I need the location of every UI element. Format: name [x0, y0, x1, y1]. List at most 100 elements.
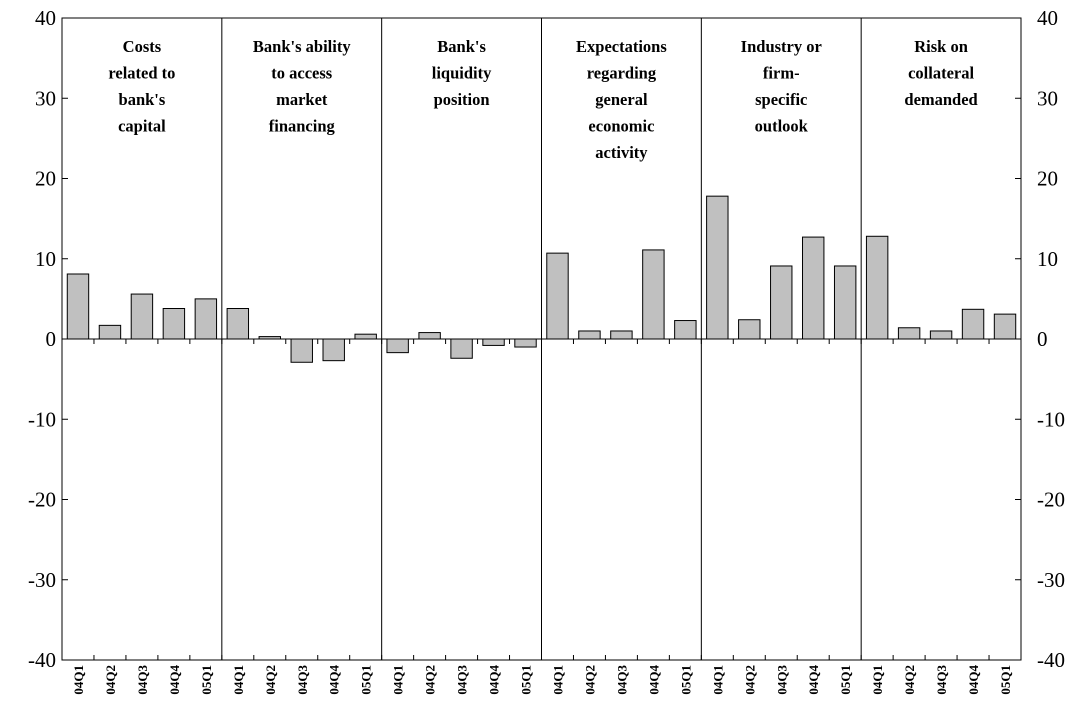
x-tick-label: 04Q3	[614, 665, 629, 695]
bar	[482, 338, 505, 346]
panel-title-line: bank's	[119, 90, 166, 109]
right-y-tick-label: -20	[1037, 488, 1065, 512]
panel-title-line: capital	[118, 117, 166, 136]
x-tick-label: 05Q1	[199, 665, 214, 695]
panel-title-line: economic	[588, 117, 654, 136]
bar	[226, 308, 250, 340]
bar	[770, 265, 793, 340]
left-y-axis: 40 30 20 10 0 -10 -20 -30 -40	[28, 6, 68, 672]
panel-3: Bank's liquidity position 04Q1 04Q2 04Q3 04Q4 0…	[381, 18, 542, 695]
panel-title-line: firm-	[763, 64, 800, 83]
bar	[66, 273, 90, 340]
x-tick-label: 05Q1	[838, 665, 853, 695]
x-tick-label: 04Q2	[582, 665, 597, 695]
panel-title-line: position	[434, 90, 490, 109]
x-tick-label: 04Q1	[870, 665, 885, 695]
left-y-tick-label: -40	[28, 648, 56, 672]
panel-title-line: general	[595, 90, 648, 109]
x-tick-label: 04Q1	[710, 665, 725, 695]
left-y-tick-label: -30	[28, 568, 56, 592]
right-y-tick-label: -10	[1037, 407, 1065, 431]
panel-title-line: collateral	[908, 64, 974, 83]
bar	[961, 308, 985, 340]
x-tick-label: 04Q3	[455, 665, 470, 695]
panel-title-line: demanded	[904, 90, 977, 109]
bar	[929, 330, 953, 340]
bar	[833, 265, 857, 340]
left-y-tick-label: 0	[46, 327, 57, 351]
bar	[322, 338, 345, 362]
panel-title-line: market	[276, 90, 328, 109]
bar	[98, 324, 122, 340]
bar	[802, 236, 825, 340]
bar	[450, 338, 473, 359]
bar	[290, 338, 313, 363]
right-y-tick-label: 0	[1037, 327, 1048, 351]
panel-title-line: Industry or	[741, 37, 822, 56]
panel-title-line: Bank's	[437, 37, 486, 56]
panel-title-line: financing	[269, 117, 336, 136]
x-tick-label: 04Q1	[231, 665, 246, 695]
right-y-tick-label: 10	[1037, 247, 1058, 271]
x-tick-label: 05Q1	[678, 665, 693, 695]
panel-2: Bank's ability to access market financing 04…	[221, 18, 383, 695]
x-tick-label: 04Q1	[550, 665, 565, 695]
bar	[897, 327, 921, 340]
panel-title-line: outlook	[755, 117, 809, 136]
x-tick-label: 04Q3	[295, 665, 310, 695]
x-tick-label: 04Q4	[646, 665, 661, 695]
x-tick-label: 05Q1	[359, 665, 374, 695]
x-tick-label: 04Q2	[742, 665, 757, 695]
bar	[162, 308, 186, 340]
x-tick-label: 04Q1	[391, 665, 406, 695]
bar	[130, 293, 154, 340]
bar	[194, 298, 218, 340]
x-tick-label: 05Q1	[519, 665, 534, 695]
plot-area: Costs related to bank's capital 04Q1 04Q2 04Q3…	[61, 17, 1022, 695]
panel-title-line: Costs	[123, 37, 162, 56]
left-y-tick-label: 30	[35, 86, 56, 110]
bar	[546, 252, 569, 340]
x-tick-label: 04Q2	[902, 665, 917, 695]
left-y-tick-label: 20	[35, 167, 56, 191]
panel-title-line: Risk on	[914, 37, 968, 56]
bar	[514, 338, 537, 348]
bar	[642, 249, 665, 340]
bar	[418, 332, 441, 340]
panel-4: Expectations regarding general economic acti…	[541, 18, 702, 695]
panel-5: Industry or firm-specific outlook 04Q1 04Q2 0…	[700, 18, 862, 695]
right-y-tick-label: -40	[1037, 648, 1065, 672]
right-y-tick-label: 40	[1037, 6, 1058, 30]
left-y-tick-label: 10	[35, 247, 56, 271]
panel-title-line: activity	[595, 143, 648, 162]
x-tick-label: 04Q3	[774, 665, 789, 695]
bar	[865, 235, 889, 340]
x-tick-label: 04Q3	[934, 665, 949, 695]
bar	[674, 320, 697, 340]
x-tick-label: 04Q1	[71, 665, 86, 695]
panel-title-line: related to	[108, 64, 175, 83]
left-y-tick-label: -20	[28, 488, 56, 512]
bar	[706, 195, 729, 340]
panel-title-line: Expectations	[576, 37, 667, 56]
panel-title-line: liquidity	[432, 64, 492, 83]
x-tick-label: 04Q2	[423, 665, 438, 695]
x-tick-label: 04Q4	[167, 665, 182, 695]
bar	[386, 338, 409, 354]
bar	[578, 330, 601, 340]
x-tick-label: 04Q4	[327, 665, 342, 695]
bar	[258, 336, 281, 340]
x-tick-label: 05Q1	[998, 665, 1013, 695]
left-y-tick-label: -10	[28, 407, 56, 431]
right-y-axis: 40 30 20 10 0 -10 -20 -30 -40	[1015, 6, 1065, 672]
panel-title-line: regarding	[587, 64, 657, 83]
x-tick-label: 04Q3	[135, 665, 150, 695]
right-y-tick-label: -30	[1037, 568, 1065, 592]
panel-title-line: to access	[271, 64, 333, 83]
panel-1: Costs related to bank's capital 04Q1 04Q2 04Q3…	[66, 37, 223, 695]
panel-title-line: specific	[755, 90, 807, 109]
bar	[354, 333, 377, 340]
bar	[738, 319, 761, 340]
x-tick-label: 04Q2	[263, 665, 278, 695]
